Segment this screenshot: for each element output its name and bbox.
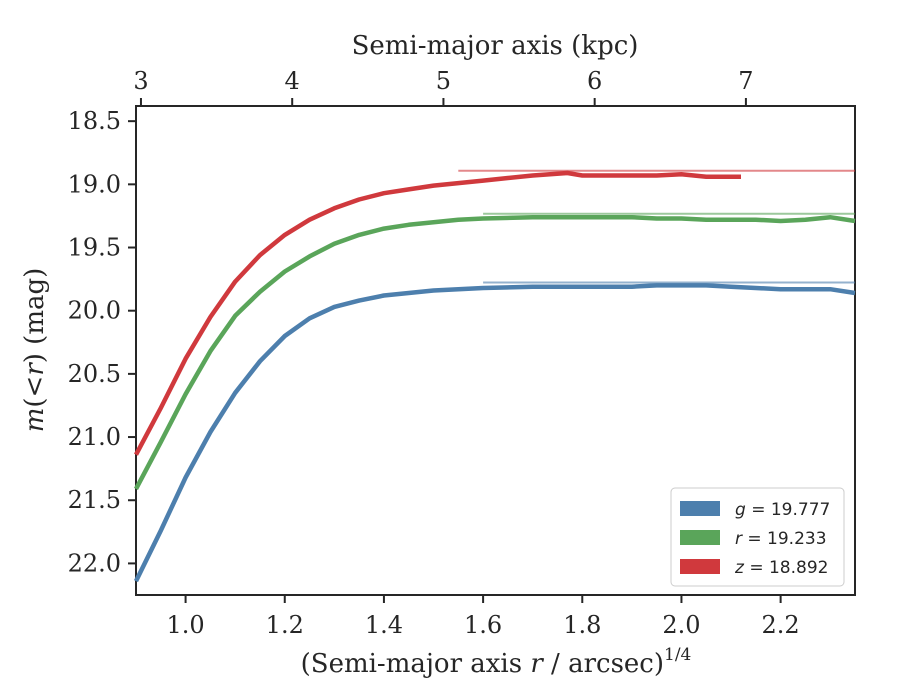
y-tick-label: 21.0 [68,423,121,451]
legend-swatch-r [680,530,720,545]
x-tick-label: 1.4 [365,611,403,639]
y-tick-label: 22.0 [68,549,121,577]
top-tick-label: 6 [587,67,602,95]
top-tick-label: 5 [436,67,451,95]
top-axis-ticks: 3 4 5 6 7 [133,67,754,106]
x-axis-label-var: r [530,649,544,679]
x-axis-label-exponent: 1/4 [664,645,691,665]
x-tick-label: 2.2 [762,611,800,639]
y-axis-label-suffix: ) (mag) [20,268,50,364]
y-axis-label-var: r [20,362,50,376]
legend-swatch-z [680,559,720,574]
y-tick-label: 18.5 [68,107,121,135]
legend-label-g: g = 19.777 [735,500,830,520]
x-tick-label: 1.6 [464,611,502,639]
series-line-g [133,283,856,583]
y-axis-label-m: m [20,408,50,433]
y-tick-label: 20.0 [68,297,121,325]
legend: g = 19.777 r = 19.233 z = 18.892 [670,487,845,587]
x-tick-label: 1.8 [563,611,601,639]
series-line-r [134,214,856,490]
legend-items: g = 19.777 r = 19.233 z = 18.892 [680,500,830,578]
legend-label-z: z = 18.892 [734,558,828,578]
x-tick-label: 1.0 [167,611,205,639]
legend-swatch-g [680,501,720,516]
x-axis-label-suffix: / arcsec) [543,649,664,679]
plot-frame [135,105,856,596]
x-axis-label-prefix: (Semi-major axis [301,649,531,679]
legend-label-r: r = 19.233 [735,529,827,549]
x-axis-label: (Semi-major axis r / arcsec)1/4 [301,645,692,679]
y-tick-label: 20.5 [68,360,121,388]
top-tick-label: 7 [738,67,753,95]
y-tick-label: 19.5 [68,234,121,262]
y-tick-label: 19.0 [68,170,121,198]
series-line-z [134,170,741,456]
x-tick-label: 1.2 [266,611,304,639]
y-axis-ticks: 18.5 19.0 19.5 20.0 20.5 21.0 21.5 22.0 [68,107,136,577]
top-tick-label: 4 [285,67,300,95]
y-tick-label: 21.5 [68,486,121,514]
series-layer [133,169,856,583]
top-axis-label: Semi-major axis (kpc) [352,31,639,61]
top-tick-label: 3 [133,67,148,95]
x-tick-label: 2.0 [662,611,700,639]
y-axis-label: m(<r) (mag) [20,268,50,433]
x-axis-ticks: 1.0 1.2 1.4 1.6 1.8 2.0 2.2 [167,595,800,639]
y-axis-label-mid: (< [20,376,50,408]
